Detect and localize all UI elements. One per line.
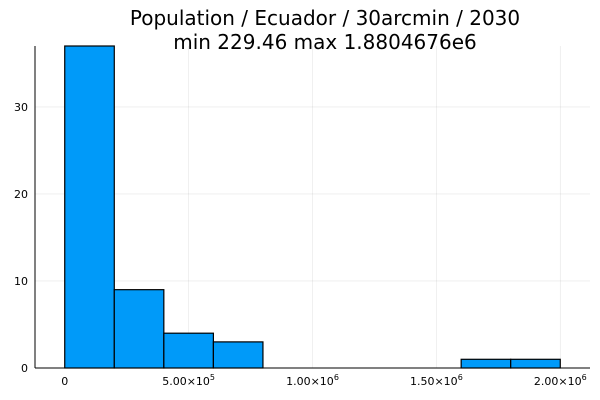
histogram-bar-0 [64, 45, 115, 369]
histogram-bar-2 [163, 332, 214, 369]
x-tick-labels: 0 5.00×105 1.00×106 1.50×106 2.00×106 [61, 373, 586, 388]
y-tick-label-1: 10 [14, 275, 28, 288]
chart-title-line-1: Population / Ecuador / 30arcmin / 2030 [130, 6, 520, 30]
histogram-bar-1 [113, 289, 165, 369]
x-tick-label-3: 1.50×106 [410, 373, 463, 388]
y-tick-label-3: 30 [14, 101, 28, 114]
axes [34, 46, 590, 369]
y-tick-labels: 0 10 20 30 [14, 101, 28, 375]
histogram-bars [64, 45, 561, 369]
y-tick-label-2: 20 [14, 188, 28, 201]
histogram-bar-9 [510, 358, 561, 369]
x-tick-label-4: 2.00×106 [534, 373, 587, 388]
chart-title-line-2: min 229.46 max 1.8804676e6 [173, 30, 477, 54]
histogram-bar-3 [212, 341, 264, 369]
x-tick-label-0: 0 [61, 375, 68, 388]
x-tick-label-2: 1.00×106 [286, 373, 339, 388]
histogram-bar-8 [460, 358, 512, 369]
x-tick-label-1: 5.00×105 [162, 373, 215, 388]
y-tick-label-0: 0 [21, 362, 28, 375]
